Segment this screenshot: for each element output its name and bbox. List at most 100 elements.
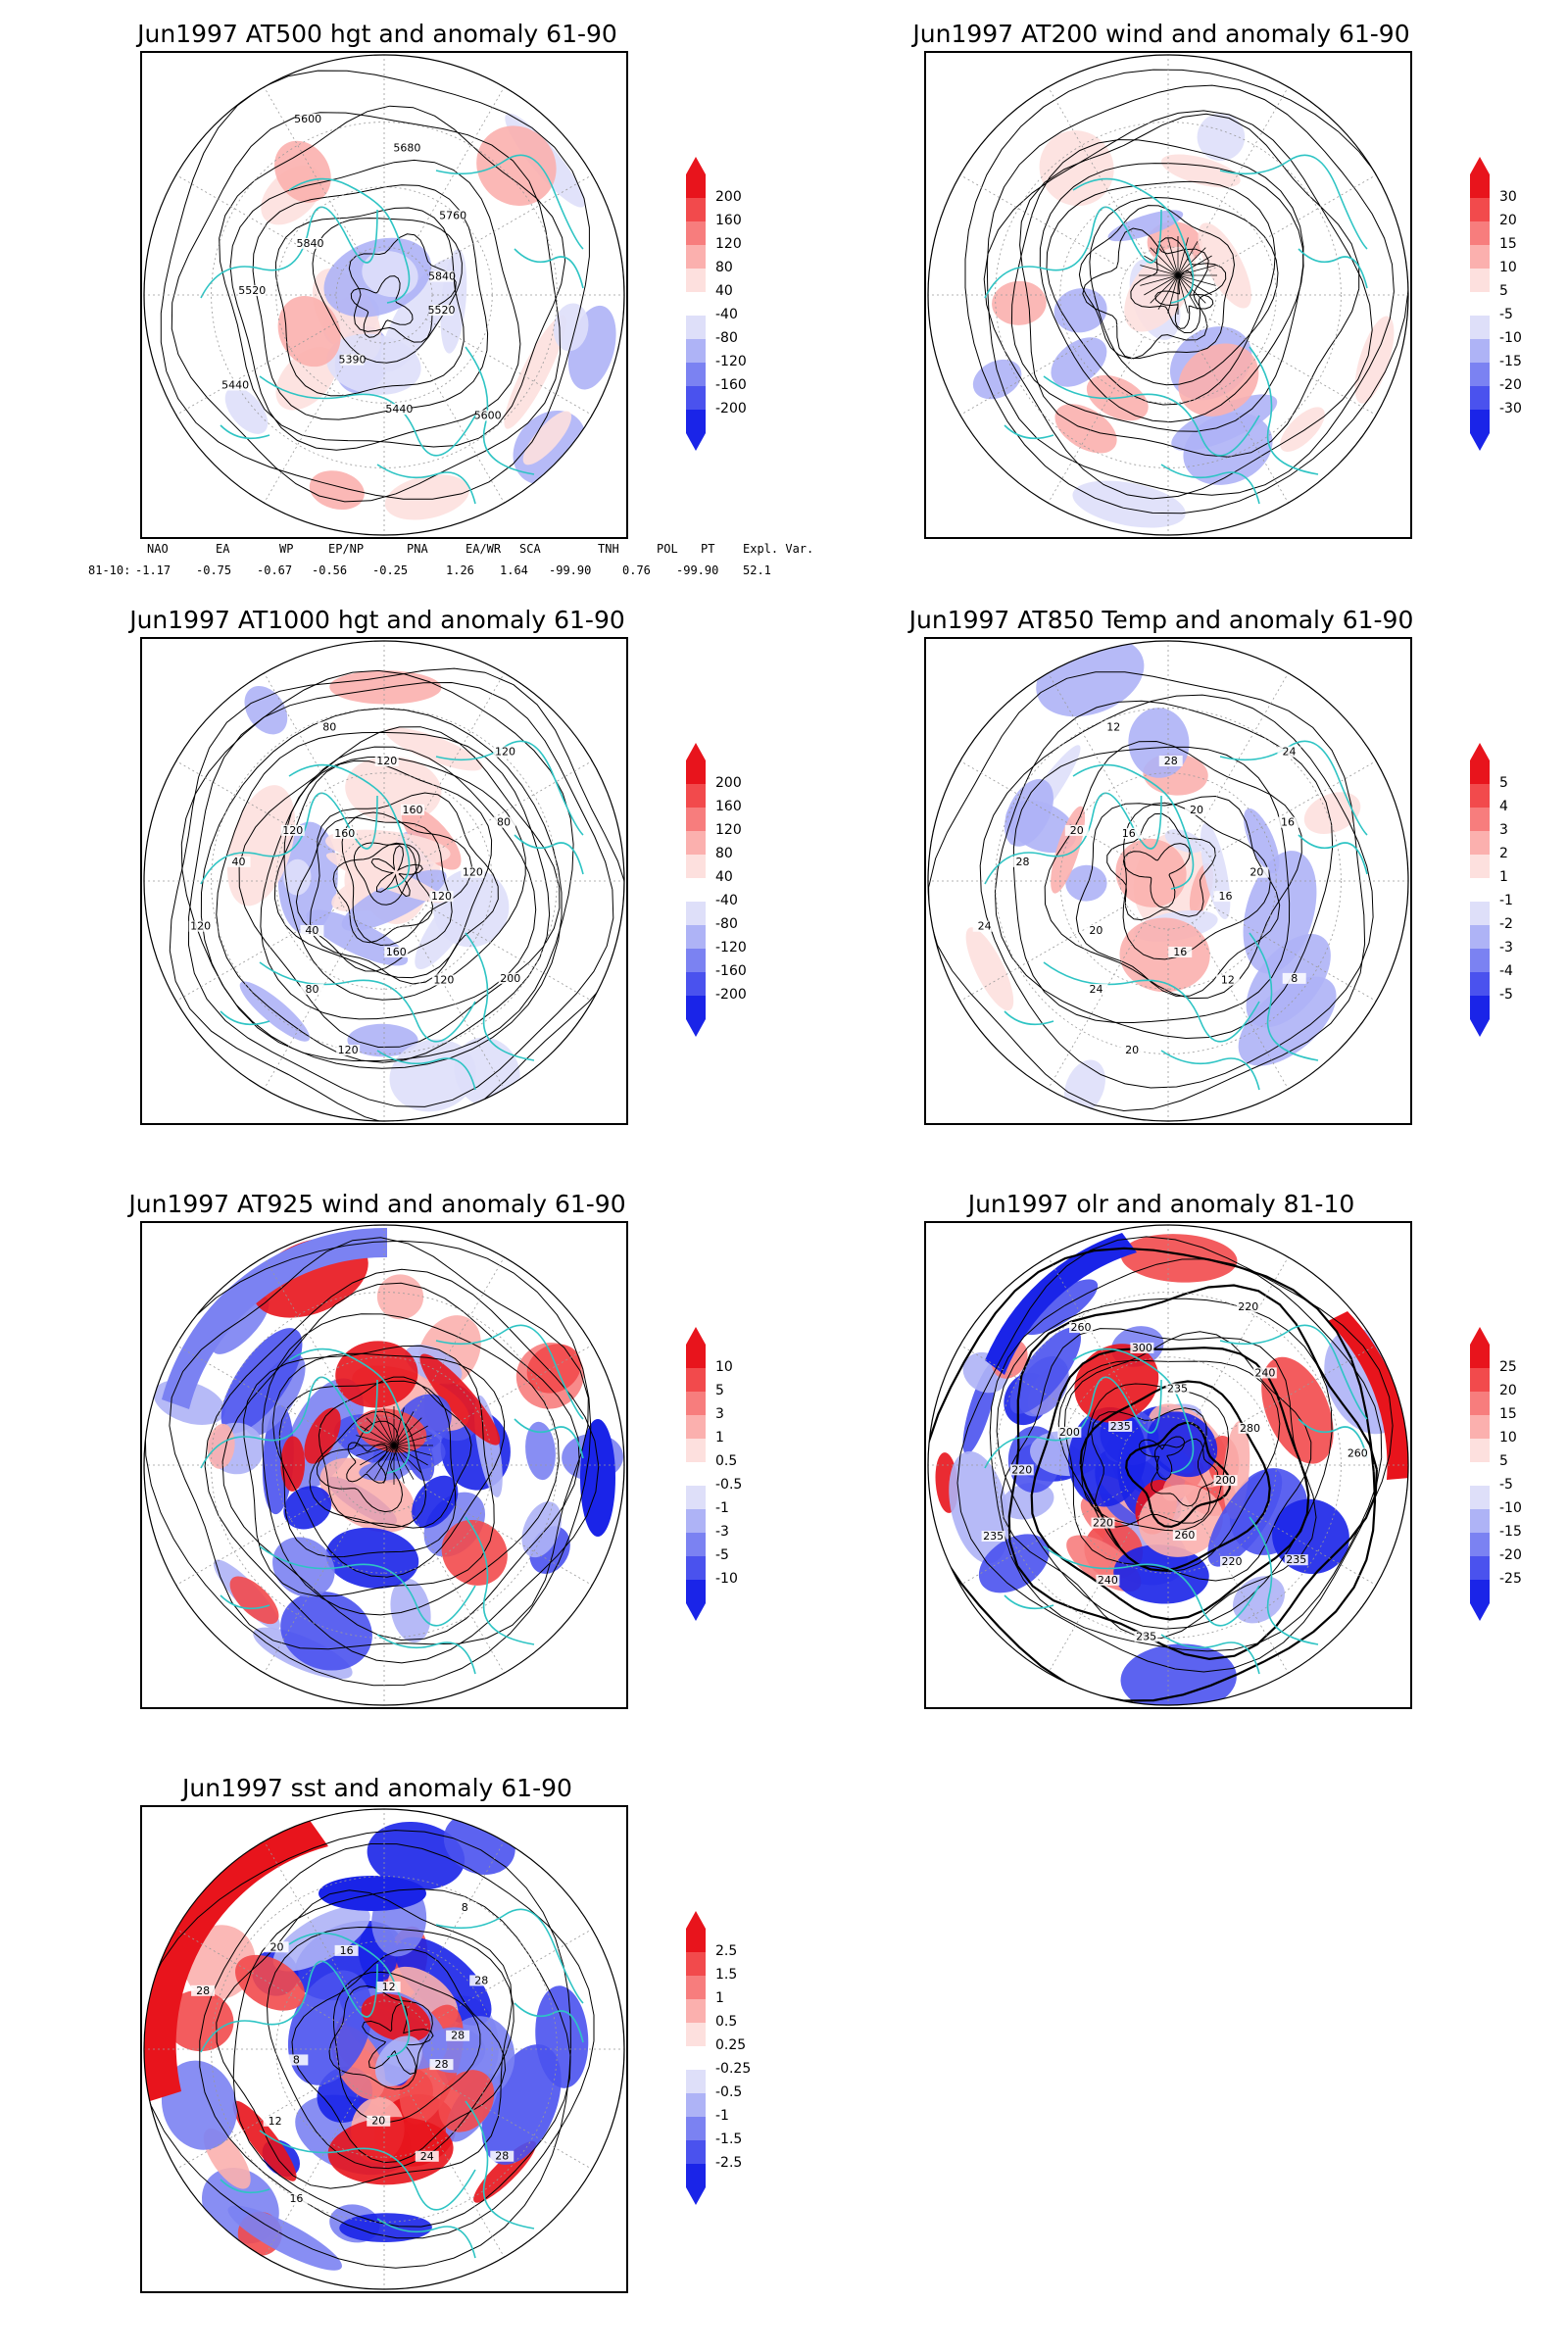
colorbar-tick-label: -2 (1499, 916, 1513, 932)
colorbar-tick-label: -1 (1499, 893, 1513, 908)
anomaly-shading (1065, 864, 1107, 902)
colorbar-cell (1470, 174, 1490, 198)
colorbar-cell (686, 1345, 706, 1368)
contour-line (1089, 196, 1279, 386)
colorbar-cell (686, 2117, 706, 2140)
anomaly-shading (304, 1407, 341, 1464)
coastline (200, 792, 378, 885)
streamline (1177, 274, 1199, 310)
anomaly-shading (1197, 113, 1246, 162)
colorbar-cell (686, 386, 706, 410)
colorbar-tick-label: 15 (1499, 1406, 1517, 1422)
contour-label: 120 (495, 746, 515, 759)
contour-line (316, 1420, 404, 1513)
colorbar-cell (686, 1439, 706, 1462)
teleconnection-header: EA/WR (466, 542, 502, 556)
contour-label: 80 (322, 721, 336, 734)
contour-label: 28 (451, 2030, 465, 2042)
contour-line (238, 726, 561, 1049)
panel-title-at1000: Jun1997 AT1000 hgt and anomaly 61-90 (129, 606, 625, 634)
colorbar-tick-label: 20 (1499, 1383, 1517, 1398)
coastline (514, 1418, 584, 1459)
colorbar-cell (1470, 1415, 1490, 1439)
anomaly-shading (318, 1876, 426, 1911)
colorbar-cell (1470, 1439, 1490, 1462)
colorbar-tick-label: -160 (715, 963, 747, 979)
colorbar-tick-label: -2.5 (715, 2155, 743, 2171)
colorbar-cell (1470, 760, 1490, 784)
contour-label: 28 (495, 2150, 509, 2163)
colorbar-cell (686, 949, 706, 972)
anomaly-shading (1164, 829, 1203, 854)
streamline (1150, 274, 1179, 304)
streamline (1157, 241, 1179, 276)
coastline (376, 1634, 476, 1675)
colorbar-tick-label: 3 (715, 1406, 724, 1422)
coastline (1298, 834, 1368, 875)
streamline (1140, 274, 1179, 286)
streamline (393, 1445, 432, 1456)
colorbar-cell (1470, 339, 1490, 363)
contour-line (221, 1282, 580, 1642)
colorbar-tick-label: -80 (715, 330, 738, 346)
contour-line (928, 1247, 1377, 1702)
colorbar-tick-label: -40 (715, 893, 738, 908)
contour-label: 28 (435, 2058, 449, 2071)
streamline (360, 1425, 395, 1446)
latitude-circle (995, 122, 1342, 468)
coastline (1219, 1324, 1368, 1420)
anomaly-shading (390, 1578, 431, 1643)
contour-line (229, 159, 521, 451)
contour-label: 260 (1071, 1321, 1092, 1334)
map-boundary (143, 640, 625, 1122)
contour-line (1125, 1421, 1232, 1529)
streamline (1167, 274, 1179, 314)
anomaly-shading (1009, 1327, 1082, 1414)
contour-label: 24 (1089, 983, 1102, 996)
contour-label: 28 (1016, 856, 1030, 868)
anomaly-shading (522, 411, 572, 466)
contour-line (278, 1380, 457, 1558)
colorbar-cell (686, 198, 706, 221)
anomaly-shading (244, 686, 288, 735)
teleconnection-header: NAO (147, 542, 169, 556)
coastline (514, 834, 584, 875)
colorbar-tick-label: -0.25 (715, 2061, 752, 2077)
anomaly-shading (521, 1501, 562, 1558)
anomaly-shading (1063, 1059, 1105, 1115)
latitude-circle (211, 708, 558, 1054)
contour-label: 240 (1254, 1366, 1275, 1379)
contour-line (1081, 1383, 1230, 1532)
latitude-circle (211, 122, 558, 468)
colorbar-tick-label: 120 (715, 236, 742, 252)
streamline (356, 1445, 395, 1456)
colorbar-tick-label: -200 (715, 401, 747, 416)
contour-label: 200 (1215, 1474, 1236, 1487)
contour-line (219, 105, 566, 448)
colorbar-cell (686, 902, 706, 925)
colorbar-tick-label: 2 (1499, 846, 1508, 861)
anomaly-shading (525, 1421, 556, 1481)
latitude-circle (211, 1876, 558, 2223)
contour-line (318, 1376, 472, 1529)
colorbar-cell (686, 1509, 706, 1533)
contour-label: 5840 (428, 270, 456, 283)
colorbar-at1000: 200 160 120 80 40 -40 -80 -120 -160 -200 (686, 743, 747, 1037)
panel-title-at925: Jun1997 AT925 wind and anomaly 61-90 (128, 1190, 626, 1218)
coastline (220, 424, 270, 440)
coastline (1043, 961, 1260, 1043)
anomaly-shading (553, 303, 589, 352)
contour-label: 16 (289, 2192, 303, 2205)
contour-line (1019, 113, 1360, 458)
teleconnection-value: -1.17 (135, 564, 172, 577)
anomaly-shading (1120, 1234, 1238, 1283)
anomaly-shading (274, 140, 331, 203)
anomaly-shading (347, 1023, 418, 1057)
contour-label: 5760 (439, 209, 466, 221)
contour-line (283, 756, 526, 1001)
colorbar-bottom-arrow (686, 1603, 706, 1621)
coastline (984, 1376, 1162, 1469)
colorbar-cell (686, 972, 706, 996)
colorbar-tick-label: -0.5 (715, 1477, 743, 1493)
contour-label: 5680 (393, 141, 420, 154)
